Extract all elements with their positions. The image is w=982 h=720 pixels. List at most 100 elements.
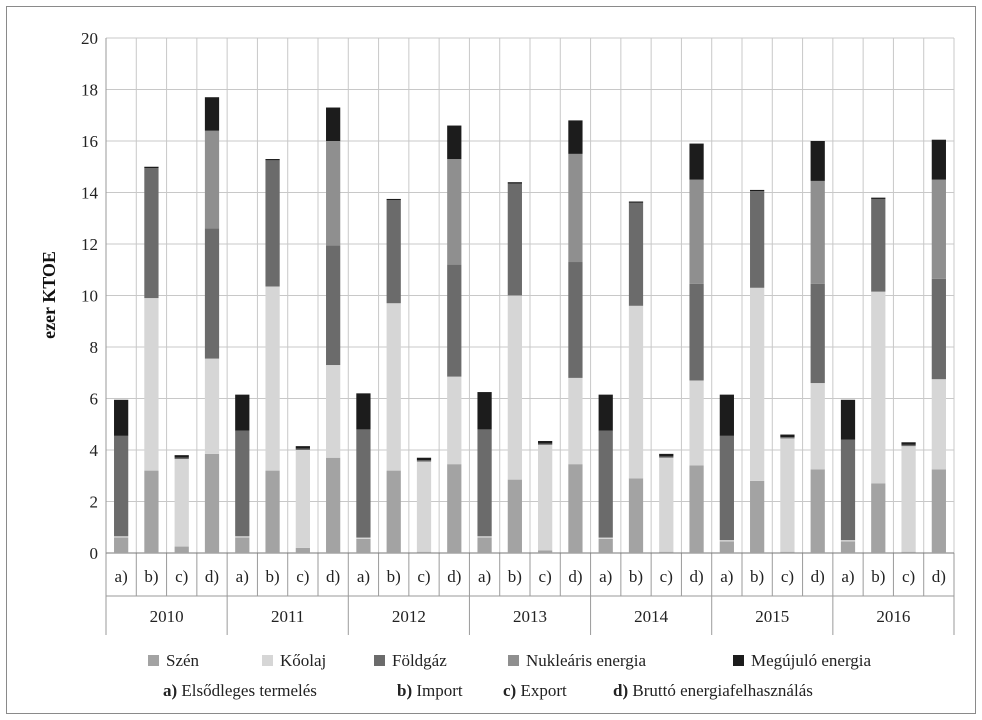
y-tick-label: 6 [90, 390, 99, 409]
bar-segment [931, 469, 946, 553]
bar-segment [416, 457, 432, 461]
bar-segment [871, 197, 886, 199]
bar-segment [386, 470, 401, 553]
bar-segment [507, 295, 522, 480]
bar-segment [265, 286, 280, 471]
bar-segment [326, 245, 341, 366]
legend-swatch [262, 655, 273, 666]
bar-segment [568, 262, 583, 378]
legend-swatch [374, 655, 385, 666]
bar-segment [174, 459, 189, 547]
bar-segment [265, 470, 280, 553]
bar-segment [840, 540, 856, 542]
bar-segment [144, 298, 159, 471]
bar-segment [598, 394, 613, 431]
bar-segment [295, 450, 310, 548]
bar-segment [931, 139, 946, 180]
bar-segment [447, 125, 462, 160]
y-axis-title: ezer KTOE [39, 251, 59, 339]
legend-swatch [733, 655, 744, 666]
bar-segment [901, 446, 916, 552]
bar-segment [174, 457, 189, 460]
bar-segment [598, 430, 613, 538]
bar-segment [810, 141, 825, 181]
legend-label: Földgáz [392, 651, 447, 670]
y-tick-label: 16 [81, 132, 98, 151]
bar-segment [144, 168, 159, 299]
bar-segment [447, 159, 462, 265]
bar-segment [568, 153, 583, 263]
x-tick-label: a) [478, 567, 491, 586]
x-tick-label: c) [660, 567, 673, 586]
bar-segment [477, 537, 492, 553]
y-tick-label: 12 [81, 235, 98, 254]
bar-segment [689, 143, 704, 180]
y-tick-label: 14 [81, 184, 99, 203]
bar-segment [265, 160, 280, 287]
bar-segment [477, 392, 492, 430]
x-tick-label: c) [175, 567, 188, 586]
bar-segment [780, 434, 795, 438]
bar-segment [477, 429, 492, 537]
bar-segment [235, 537, 250, 553]
x-tick-label: b) [508, 567, 522, 586]
y-tick-label: 10 [81, 287, 98, 306]
x-tick-label: d) [932, 567, 946, 586]
bar-segment [416, 551, 432, 553]
bar-segment [840, 439, 856, 541]
bar-segment [568, 464, 583, 553]
x-tick-label: d) [811, 567, 825, 586]
bar-segment [810, 283, 825, 384]
caption-item: b) Import [397, 681, 463, 700]
bar-segment [144, 166, 159, 169]
x-tick-label: c) [296, 567, 309, 586]
bar-segment [447, 464, 462, 553]
bar-segment [659, 456, 674, 458]
bar-segment [204, 97, 220, 131]
bar-segment [386, 303, 401, 471]
bar-segment [780, 438, 795, 552]
bar-segment [114, 536, 129, 538]
x-tick-label: c) [781, 567, 794, 586]
bar-segment [719, 435, 734, 541]
bar-segment [174, 455, 189, 458]
x-tick-label: a) [720, 567, 733, 586]
x-tick-label: c) [902, 567, 915, 586]
x-tick-label: d) [326, 567, 340, 586]
x-tick-label: b) [144, 567, 158, 586]
x-group-label: 2014 [634, 607, 669, 626]
bar-segment [871, 483, 886, 553]
bar-segment [568, 377, 583, 465]
bar-segment [750, 191, 765, 288]
legend-label: Megújuló energia [751, 651, 872, 670]
bar-segment [598, 537, 613, 539]
bar-segment [780, 551, 795, 553]
x-tick-label: a) [236, 567, 249, 586]
bar-segment [204, 453, 220, 553]
bar-segment [719, 540, 734, 542]
bar-segment [750, 480, 765, 553]
bar-segment [538, 443, 553, 445]
bar-segment [538, 550, 553, 553]
y-tick-label: 8 [90, 338, 99, 357]
bar-segment [628, 305, 644, 479]
bar-segment [204, 358, 220, 454]
legend-label: Nukleáris energia [526, 651, 647, 670]
y-tick-label: 18 [81, 81, 98, 100]
bar-segment [144, 470, 159, 553]
x-group-label: 2011 [271, 607, 304, 626]
bar-segment [659, 453, 674, 457]
bar-segment [265, 159, 280, 161]
bar-segment [628, 202, 644, 306]
bar-segment [386, 200, 401, 304]
bar-segment [840, 541, 856, 553]
bar-segment [719, 394, 734, 436]
x-tick-label: a) [357, 567, 370, 586]
bar-segment [810, 180, 825, 284]
legend-label: Kőolaj [280, 651, 326, 670]
x-tick-label: b) [265, 567, 279, 586]
bar-segment [931, 278, 946, 380]
bar-segment [416, 460, 432, 462]
bar-segment [901, 444, 916, 447]
